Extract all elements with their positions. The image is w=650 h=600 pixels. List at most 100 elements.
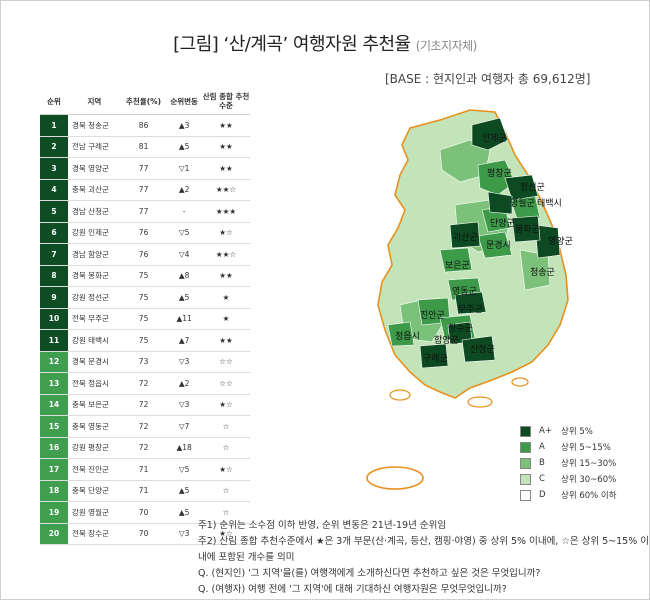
table-row: 2 전남 구례군 81 ▲5 ★★ [40,136,250,158]
legend-code: B [539,458,545,468]
footnotes: 주1) 순위는 소수점 이하 반영, 순위 변동은 21년-19년 순위임 주2… [198,518,650,598]
map-label: 영동군 [452,286,477,297]
rate-cell: 71 [120,480,167,502]
map-label: 평창군 [487,168,512,179]
change-cell: ▽3 [166,351,202,373]
rate-cell: 72 [120,415,167,438]
island-jeju [366,466,424,490]
map-label: 봉화군 [515,224,540,235]
rate-cell: 75 [120,286,167,309]
rank-cell: 18 [40,480,68,502]
header-rank: 순위 [40,88,68,115]
table-row: 6 강원 인제군 76 ▽5 ★☆ [40,222,250,244]
ranking-table: 순위 지역 추천율(%) 순위변동 산림 종합 추천 수준 1 경북 청송군 86 ▲… [40,88,250,545]
rate-cell: 70 [120,501,167,524]
region-cell: 전남 구례군 [68,136,121,158]
level-cell: ★ [202,286,250,309]
region-cell: 강원 평창군 [68,437,121,459]
level-cell: ★★ [202,157,250,180]
rank-cell: 12 [40,351,68,373]
map-label: 단양군 [490,218,515,229]
map-label: 구례군 [423,353,448,364]
map-legend: A+ 상위 5% A 상위 5~15% B 상위 15~30% C 상위 30~60% … [520,423,617,503]
legend-code: C [539,474,545,484]
table-row: 16 강원 평창군 72 ▲18 ☆ [40,437,250,459]
map-label: 진안군 [420,310,445,321]
change-cell: ▽1 [166,157,202,180]
table-row: 13 전북 정읍시 72 ▲2 ☆☆ [40,372,250,395]
legend-swatch [520,489,531,501]
level-cell: ☆ [202,437,250,459]
change-cell: ▲5 [166,501,202,524]
legend-label: 상위 5% [561,427,593,437]
change-cell: ▲8 [166,265,202,287]
level-cell: ★★ [202,136,250,158]
map-label: 영양군 [548,236,573,247]
table-row: 7 경남 함양군 76 ▽4 ★★☆ [40,243,250,266]
level-cell: ★★ [202,329,250,352]
region-cell: 경남 산청군 [68,200,121,223]
rank-cell: 4 [40,179,68,201]
rate-cell: 81 [120,136,167,158]
legend-label: 상위 30~60% [561,475,617,485]
change-cell: ▲3 [166,114,202,137]
legend-swatch [520,457,531,469]
region-a-boeun [439,247,473,273]
level-cell: ★☆ [202,222,250,244]
change-cell: ▽4 [166,243,202,266]
table-row: 5 경남 산청군 77- ★★★ [40,200,250,223]
region-aplus-inje [471,117,509,151]
table-row: 14 충북 보은군 72 ▽3 ★☆ [40,394,250,416]
map-label: 산청군 [470,344,495,355]
table-row: 9 강원 정선군 75 ▲5 ★ [40,286,250,309]
table-row: 19 강원 영월군 70 ▲5 ☆ [40,501,250,524]
region-cell: 강원 영월군 [68,501,121,524]
region-aplus-muju [454,291,487,315]
table-row: 17 전북 진안군 71 ▽5 ★☆ [40,458,250,481]
title-text: [그림] ‘산/계곡’ 여행자원 추천율 [173,34,411,55]
table-header-row: 순위 지역 추천율(%) 순위변동 산림 종합 추천 수준 [40,88,250,115]
rank-cell: 14 [40,394,68,416]
map-label: 청송군 [530,267,555,278]
level-cell: ☆ [202,501,250,524]
legend-item: A 상위 5~15% [520,439,617,455]
map-label: 인제군 [482,133,507,144]
header-level: 산림 종합 추천 수준 [202,88,250,115]
region-cell: 전북 정읍시 [68,372,121,395]
region-cell: 강원 인제군 [68,222,121,244]
rank-cell: 13 [40,372,68,395]
header-region: 지역 [68,88,121,115]
level-cell: ☆☆ [202,351,250,373]
rank-cell: 15 [40,415,68,438]
change-cell: ▲2 [166,372,202,395]
rank-cell: 5 [40,200,68,223]
island-south-2 [467,396,493,408]
region-aplus-yeongyang [534,224,561,259]
legend-code: D [539,490,546,500]
title-subtitle: (기초지자체) [415,39,478,53]
rank-cell: 9 [40,286,68,309]
region-aplus-yeongwol [487,191,513,215]
change-cell: ▲11 [166,308,202,330]
region-cell: 충북 단양군 [68,480,121,502]
level-cell: ★★★ [202,200,250,223]
table-row: 10 전북 무주군 75 ▲11 ★ [40,308,250,330]
change-cell: ▽3 [166,523,202,545]
header-change: 순위변동 [166,88,202,115]
header-rate: 추천율(%) [120,88,167,115]
change-cell: ▽7 [166,415,202,438]
change-cell: ▲7 [166,329,202,352]
map-label: 정선군 [520,182,545,193]
region-cell: 충북 보은군 [68,394,121,416]
change-cell: ▽5 [166,222,202,244]
change-cell: ▲18 [166,437,202,459]
region-cell: 전북 진안군 [68,458,121,481]
legend-item: C 상위 30~60% [520,471,617,487]
rank-cell: 16 [40,437,68,459]
rank-cell: 8 [40,265,68,287]
legend-item: B 상위 15~30% [520,455,617,471]
rate-cell: 75 [120,308,167,330]
legend-label: 상위 15~30% [561,459,617,469]
region-aplus-bonghwa [511,215,541,243]
